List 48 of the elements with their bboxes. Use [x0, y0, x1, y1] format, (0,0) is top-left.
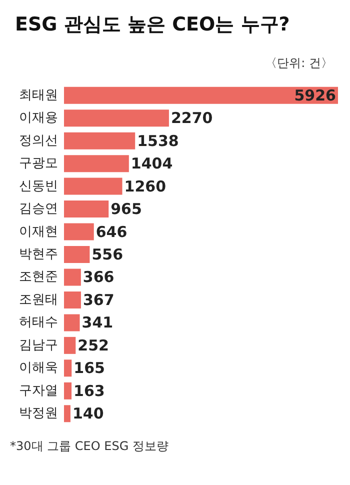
- bar: [64, 336, 76, 354]
- data-label: 140: [72, 404, 104, 423]
- y-tick-label: 정의선: [19, 133, 58, 148]
- data-label: 2270: [170, 109, 213, 128]
- bar: [64, 246, 90, 263]
- bar: [64, 132, 136, 150]
- bar: [64, 268, 81, 286]
- y-tick-label: 이재용: [19, 110, 58, 126]
- bar: [64, 382, 72, 400]
- bar: [64, 223, 94, 240]
- bar: [64, 110, 169, 127]
- data-label: 252: [78, 336, 109, 354]
- y-tick-label: 신동빈: [19, 178, 58, 194]
- data-label: 165: [74, 359, 105, 378]
- bar: [64, 314, 80, 332]
- bar: [64, 360, 72, 377]
- y-tick-label: 조현준: [19, 270, 58, 285]
- data-label: 1404: [130, 154, 173, 173]
- y-tick-label: 조원태: [19, 292, 58, 308]
- y-tick-label: 이재현: [19, 224, 58, 240]
- data-label: 5926: [294, 86, 336, 104]
- bar: [64, 178, 122, 195]
- y-tick-label: 구광모: [19, 156, 58, 172]
- chart-subtitle: 〈단위: 건〉: [265, 56, 333, 70]
- y-tick-label: 이해욱: [19, 360, 58, 376]
- chart-title: ESG 관심도 높은 CEO는 누구?: [15, 14, 290, 36]
- text: *30대 그룹 CEO ESG 정보량: [10, 439, 168, 453]
- y-tick-label: 허태수: [19, 315, 58, 330]
- data-label: 163: [74, 382, 105, 400]
- bar: [64, 291, 81, 308]
- y-tick-label: 최태원: [19, 88, 58, 103]
- data-label: 366: [82, 268, 114, 286]
- data-label: 646: [96, 222, 128, 241]
- data-label: 341: [82, 314, 114, 332]
- data-label: 1538: [137, 132, 179, 150]
- data-label: 367: [82, 290, 114, 309]
- bar: [64, 86, 338, 104]
- bar: [64, 155, 129, 172]
- data-label: 556: [92, 246, 124, 264]
- bar: [64, 405, 70, 422]
- y-tick-label: 김승연: [19, 202, 58, 217]
- y-tick-label: 박현주: [19, 247, 58, 262]
- y-tick-label: 김남구: [19, 338, 58, 353]
- bar: [64, 200, 109, 218]
- data-label: 965: [110, 200, 142, 218]
- y-tick-label: 구자열: [19, 383, 58, 398]
- data-label: 1260: [124, 177, 166, 196]
- y-tick-label: 박정원: [19, 406, 58, 422]
